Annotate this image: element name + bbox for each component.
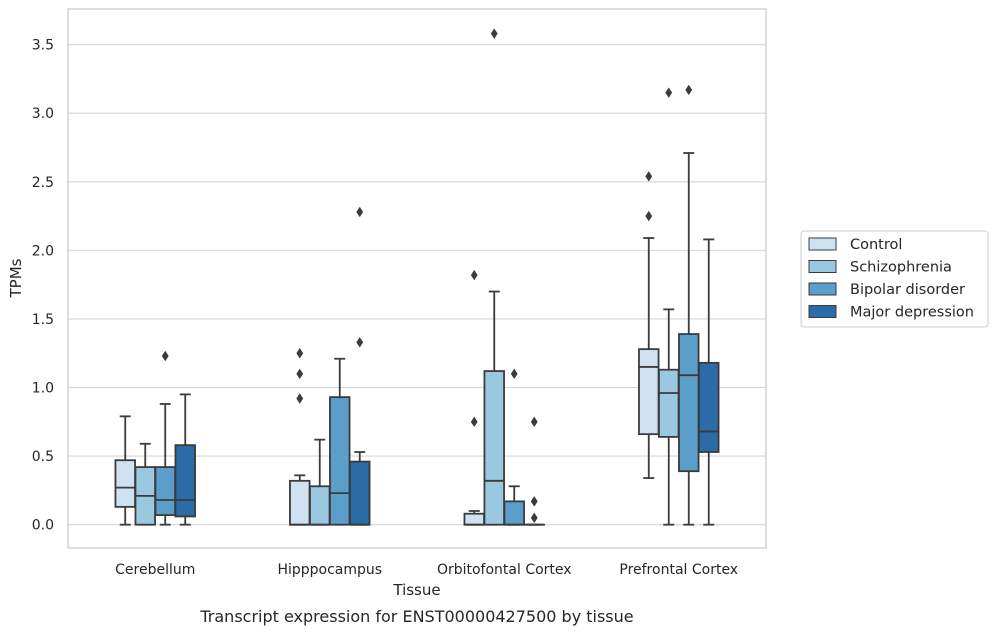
y-tick-label: 3.0 [32,106,54,122]
y-tick-label: 2.5 [32,175,54,191]
plot-area-frame [67,8,767,549]
box-bipolar-disorder [329,357,351,526]
x-tick-label: Prefrontal Cortex [619,562,738,578]
legend-swatch [808,282,837,296]
gridlines [68,44,766,526]
outlier-point [530,416,538,428]
box-major-depression [523,416,545,526]
box-bipolar-disorder [154,350,176,526]
box-iqr [154,466,176,516]
legend: Control Schizophrenia Bipolar disorder Majo… [800,230,989,328]
box-iqr [503,500,525,526]
y-tick-label: 1.5 [32,312,54,328]
y-tick-label: 0.0 [32,518,54,534]
x-tick-label: Cerebellum [115,562,195,578]
x-axis-title: Tissue [392,581,440,599]
box-bipolar-disorder [678,84,700,526]
y-tick-label: 2.0 [32,243,54,259]
legend-swatch [808,237,837,251]
legend-swatch [808,260,837,273]
outlier-point [296,393,304,404]
x-tick-labels: Cerebellum Hipppocampus Orbitofontal Corte… [115,562,738,578]
outlier-point [470,416,478,428]
outlier-point [356,206,364,218]
box-control [463,269,485,526]
legend-items: Control Schizophrenia Bipolar disorder Majo… [808,237,974,321]
outlier-point [685,84,693,96]
box-iqr [678,333,700,473]
outlier-point [530,512,538,524]
box-major-depression [698,238,720,526]
box-major-depression [174,393,196,526]
outlier-point [490,28,498,39]
outlier-point [356,337,364,348]
box-control [638,171,660,479]
outlier-point [665,87,673,98]
box-control [114,415,136,526]
box-iqr [114,459,136,508]
box-bipolar-disorder [503,368,525,526]
box-iqr [638,348,660,436]
box-iqr [463,512,485,526]
box-iqr [329,396,351,526]
legend-frame [800,230,989,328]
box-schizophrenia [483,28,505,526]
outlier-point [296,368,304,380]
box-iqr [309,485,331,526]
box-iqr [289,479,311,526]
y-tick-label: 1.0 [32,381,54,397]
boxes [114,28,720,526]
y-tick-label: 3.5 [32,38,54,54]
outlier-point [470,269,478,281]
legend-swatch [808,305,837,318]
chart-caption: Transcript expression for ENST0000042750… [199,607,633,626]
box-iqr [483,370,505,526]
box-iqr [174,444,196,518]
outlier-point [645,210,653,222]
x-tick-label: Hipppocampus [277,562,382,578]
outlier-point [161,350,169,362]
outlier-point [510,368,518,380]
outlier-point [645,171,653,182]
y-axis-title: TPMs [7,258,25,298]
y-tick-labels: 0.0 0.5 1.0 1.5 2.0 2.5 3.0 3.5 [32,38,54,534]
outlier-point [296,348,304,359]
legend-label: Control [850,237,902,253]
legend-label: Bipolar disorder [850,282,965,298]
legend-label: Schizophrenia [850,260,952,276]
outlier-point [530,496,538,507]
box-schizophrenia [658,87,680,526]
box-control [289,348,311,526]
box-schizophrenia [309,438,331,526]
box-iqr [349,460,371,526]
y-tick-label: 0.5 [32,449,54,465]
legend-label: Major depression [850,305,974,321]
box-iqr [698,361,720,453]
box-iqr [658,368,680,438]
box-major-depression [349,206,371,526]
x-tick-label: Orbitofontal Cortex [437,562,572,578]
